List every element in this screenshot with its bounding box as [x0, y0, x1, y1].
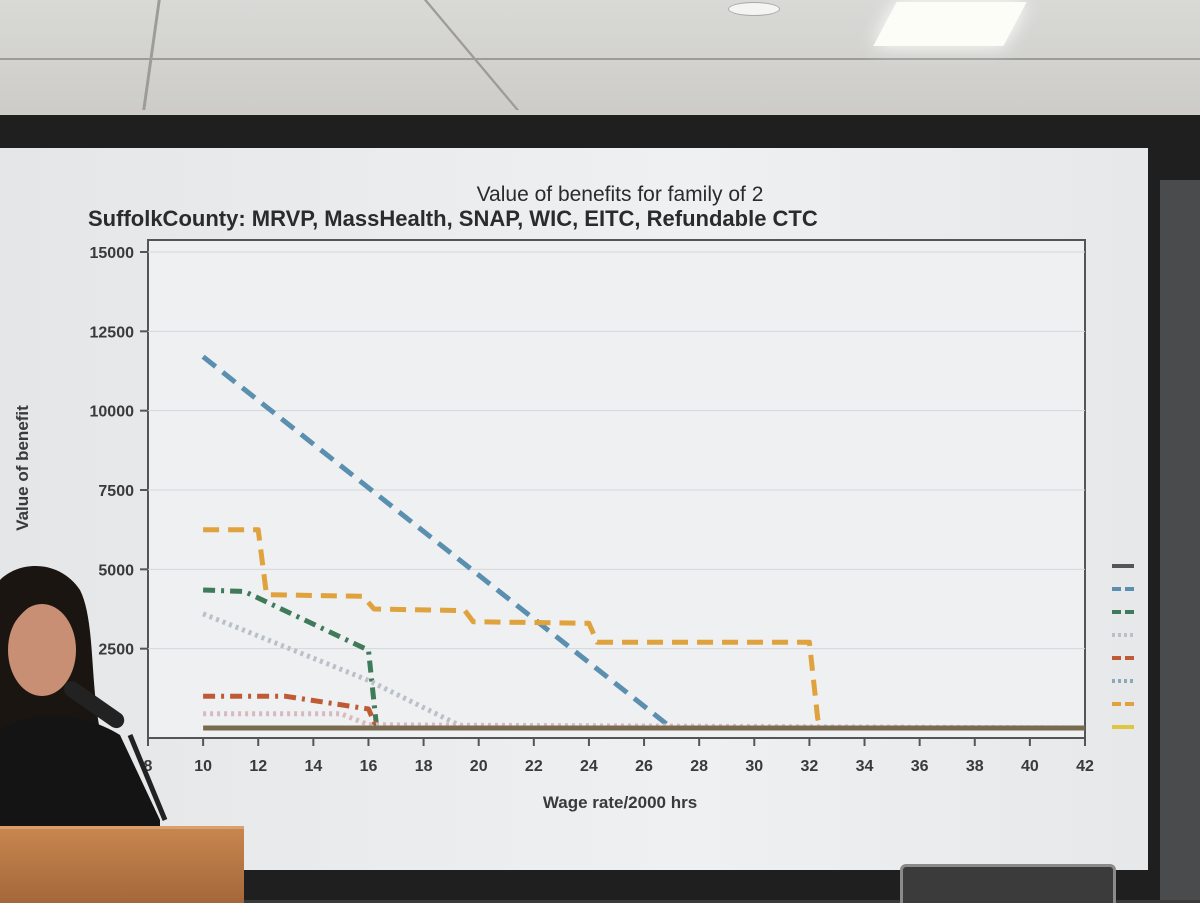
x-tick-label: 22	[525, 758, 543, 775]
x-tick-label: 38	[966, 758, 984, 775]
ceiling-light	[873, 2, 1027, 46]
x-tick-label: 42	[1076, 758, 1094, 775]
x-tick-label: 40	[1021, 758, 1039, 775]
x-tick-label: 34	[856, 758, 874, 775]
benefits-chart: Value of benefits for family of 2 Suffol…	[13, 183, 1134, 812]
chart-subtitle: SuffolkCounty: MRVP, MassHealth, SNAP, W…	[88, 206, 818, 231]
x-tick-label: 20	[470, 758, 488, 775]
y-tick-label: 7500	[98, 483, 134, 500]
y-tick-label: 15000	[90, 245, 135, 262]
x-tick-label: 10	[194, 758, 212, 775]
ceiling-seam	[142, 0, 161, 110]
x-tick-label: 32	[801, 758, 819, 775]
y-tick-label: 5000	[98, 562, 134, 579]
x-axis-ticks: 8 10 12 14 16 18 20 22 24 26 28 30 32 34 36 38 40 42	[144, 738, 1094, 775]
x-tick-label: 12	[249, 758, 267, 775]
legend	[1112, 564, 1134, 729]
x-axis-label: Wage rate/2000 hrs	[543, 793, 697, 812]
plot-area	[147, 239, 1086, 739]
x-tick-label: 18	[415, 758, 433, 775]
x-tick-label: 14	[304, 758, 322, 775]
x-tick-label: 28	[690, 758, 708, 775]
x-tick-label: 36	[911, 758, 929, 775]
y-tick-label: 2500	[98, 642, 134, 659]
podium	[0, 826, 244, 903]
ceiling-seam	[0, 58, 1200, 60]
presenter	[0, 566, 168, 860]
chair	[900, 864, 1116, 903]
series-lines	[201, 354, 1086, 731]
y-tick-label: 10000	[90, 404, 135, 421]
grid	[148, 251, 1085, 650]
y-axis-label: Value of benefit	[13, 405, 32, 531]
x-tick-label: 30	[745, 758, 763, 775]
x-tick-label: 26	[635, 758, 653, 775]
x-tick-label: 8	[144, 758, 153, 775]
smoke-detector	[728, 2, 780, 16]
chart-title: Value of benefits for family of 2	[477, 183, 764, 206]
y-tick-label: 12500	[90, 324, 135, 341]
wall	[1160, 180, 1200, 900]
ceiling-seam	[423, 0, 520, 110]
x-tick-label: 24	[580, 758, 598, 775]
series-line-2	[203, 527, 1085, 731]
x-tick-label: 16	[360, 758, 378, 775]
y-axis-ticks: 15000 12500 10000 7500 5000 2500	[90, 245, 148, 659]
